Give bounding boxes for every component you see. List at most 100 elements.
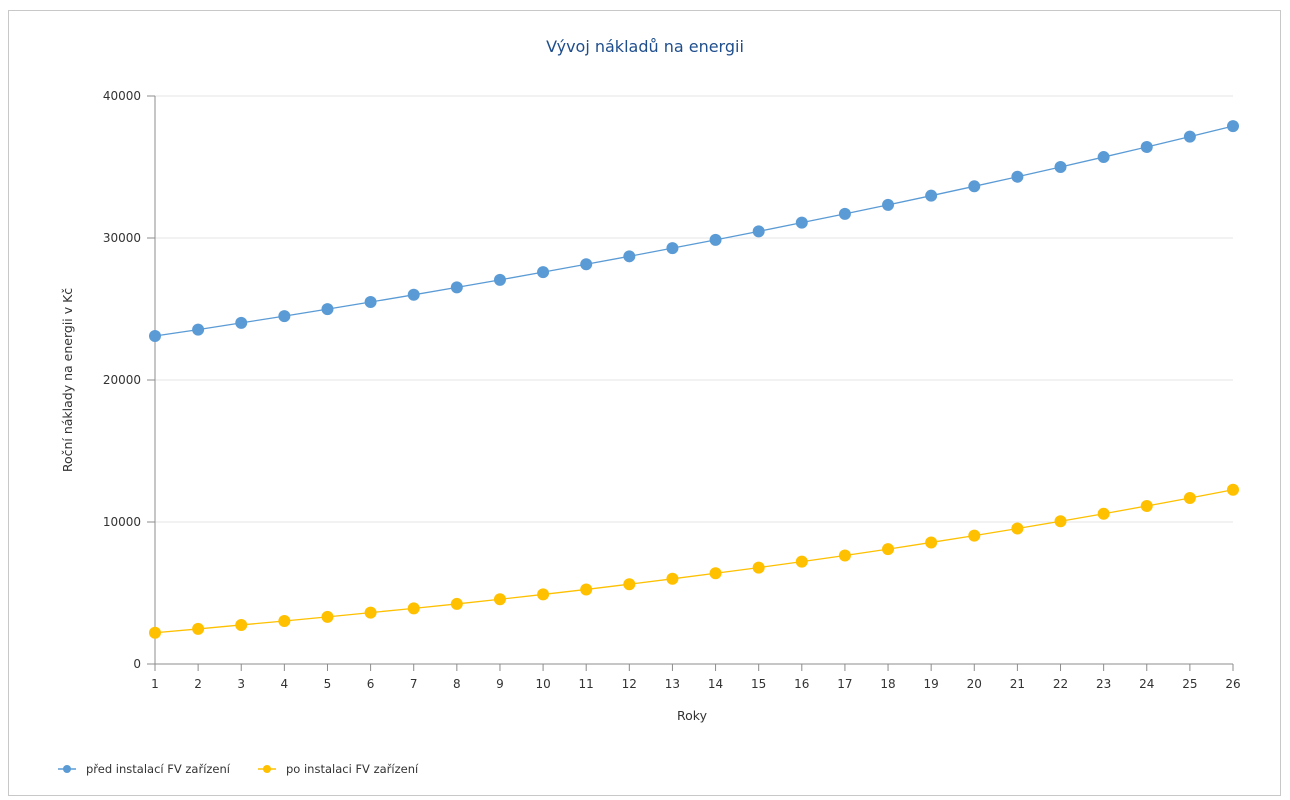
data-point[interactable]	[321, 610, 334, 623]
data-point[interactable]	[580, 258, 593, 271]
y-tick-label: 0	[133, 657, 141, 671]
series-line	[154, 125, 1234, 337]
y-tick-label: 20000	[103, 373, 141, 387]
x-tick-label: 26	[1225, 677, 1240, 691]
data-point[interactable]	[882, 543, 895, 556]
data-point[interactable]	[537, 588, 550, 601]
y-tick-label: 40000	[103, 89, 141, 103]
x-tick-label: 5	[324, 677, 332, 691]
x-tick-labels: 1 2 3 4 5 6 7 8 9 10 11 12 13 14 15 16 17 18 19 20 21 22 23 24 2…	[151, 677, 1240, 691]
data-point[interactable]	[1054, 161, 1067, 173]
x-tick-label: 10	[535, 677, 550, 691]
series-line	[154, 489, 1234, 634]
x-tick-label: 22	[1053, 677, 1068, 691]
data-point[interactable]	[1140, 140, 1153, 153]
legend: před instalací FV zařízení po instalaci F…	[58, 762, 419, 776]
legend-label: po instalaci FV zařízení	[286, 762, 419, 776]
data-point[interactable]	[235, 618, 248, 631]
x-tick-label: 13	[665, 677, 680, 691]
chart-title: Vývoj nákladů na energii	[546, 37, 744, 56]
data-point[interactable]	[364, 296, 377, 309]
x-tick-label: 2	[194, 677, 202, 691]
data-point[interactable]	[1183, 130, 1196, 143]
x-tick-label: 24	[1139, 677, 1154, 691]
data-point[interactable]	[493, 593, 506, 606]
data-point[interactable]	[623, 578, 636, 591]
data-point[interactable]	[537, 266, 550, 279]
data-point[interactable]	[838, 207, 851, 220]
series-1	[149, 120, 1239, 342]
gridlines	[155, 95, 1233, 523]
data-point[interactable]	[450, 281, 463, 294]
data-point[interactable]	[925, 189, 938, 202]
x-tick-label: 11	[579, 677, 594, 691]
data-point[interactable]	[925, 536, 938, 549]
legend-marker	[63, 765, 71, 773]
x-tick-label: 16	[794, 677, 809, 691]
legend-label: před instalací FV zařízení	[86, 762, 231, 776]
data-point[interactable]	[192, 622, 205, 635]
x-tick-label: 17	[837, 677, 852, 691]
data-point[interactable]	[795, 216, 808, 229]
x-tick-label: 12	[622, 677, 637, 691]
axes	[147, 95, 1234, 671]
data-point[interactable]	[666, 572, 679, 585]
data-point[interactable]	[1140, 499, 1153, 512]
data-point[interactable]	[450, 597, 463, 610]
y-tick-label: 10000	[103, 515, 141, 529]
data-point[interactable]	[407, 602, 420, 615]
data-point[interactable]	[1227, 483, 1239, 496]
x-tick-label: 7	[410, 677, 418, 691]
x-tick-label: 19	[924, 677, 939, 691]
y-tick-label: 30000	[103, 231, 141, 245]
x-tick-label: 3	[237, 677, 245, 691]
x-tick-label: 14	[708, 677, 723, 691]
x-axis-label: Roky	[677, 708, 708, 723]
data-point[interactable]	[278, 310, 291, 323]
data-point[interactable]	[968, 180, 981, 193]
data-point[interactable]	[838, 549, 851, 562]
data-point[interactable]	[407, 288, 420, 301]
x-tick-label: 8	[453, 677, 461, 691]
data-point[interactable]	[235, 316, 248, 329]
data-point[interactable]	[321, 303, 334, 316]
data-point[interactable]	[493, 273, 506, 286]
data-point[interactable]	[795, 555, 808, 568]
data-point[interactable]	[149, 626, 161, 639]
data-point[interactable]	[882, 198, 895, 211]
data-point[interactable]	[1183, 492, 1196, 505]
data-point[interactable]	[709, 567, 722, 580]
data-point[interactable]	[752, 225, 765, 238]
data-point[interactable]	[1227, 120, 1239, 133]
data-point[interactable]	[1011, 170, 1024, 183]
legend-item-2[interactable]: po instalaci FV zařízení	[258, 762, 419, 776]
data-point[interactable]	[278, 614, 291, 627]
data-point[interactable]	[1097, 151, 1110, 164]
data-point[interactable]	[666, 242, 679, 255]
data-point[interactable]	[149, 329, 161, 342]
legend-marker	[263, 765, 271, 773]
x-tick-label: 1	[151, 677, 159, 691]
data-point[interactable]	[752, 561, 765, 574]
y-tick-labels: 0 10000 20000 30000 40000	[103, 89, 141, 671]
data-point[interactable]	[623, 250, 636, 263]
x-tick-label: 21	[1010, 677, 1025, 691]
legend-item-1[interactable]: před instalací FV zařízení	[58, 762, 231, 776]
data-point[interactable]	[968, 529, 981, 542]
x-tick-label: 6	[367, 677, 375, 691]
x-tick-label: 9	[496, 677, 504, 691]
data-point[interactable]	[1054, 515, 1067, 528]
series-2	[149, 483, 1239, 639]
data-point[interactable]	[192, 323, 205, 336]
x-tick-label: 23	[1096, 677, 1111, 691]
series-group	[149, 120, 1239, 639]
data-point[interactable]	[580, 583, 593, 596]
data-point[interactable]	[1011, 522, 1024, 535]
data-point[interactable]	[709, 233, 722, 246]
x-tick-label: 15	[751, 677, 766, 691]
x-tick-label: 18	[880, 677, 895, 691]
data-point[interactable]	[1097, 507, 1110, 520]
x-tick-label: 25	[1182, 677, 1197, 691]
data-point[interactable]	[364, 606, 377, 619]
